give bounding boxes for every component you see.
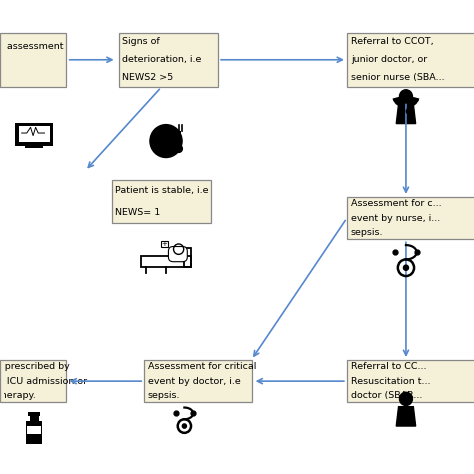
FancyBboxPatch shape: [144, 360, 253, 402]
Text: Resuscitation t...: Resuscitation t...: [351, 377, 430, 386]
Text: Patient is stable, i.e: Patient is stable, i.e: [115, 186, 209, 195]
FancyBboxPatch shape: [19, 126, 50, 142]
Bar: [184, 248, 191, 267]
Text: e assessment: e assessment: [0, 42, 63, 51]
Text: sepsis.: sepsis.: [351, 228, 383, 237]
Circle shape: [400, 392, 412, 405]
Text: Referral to CCOT,: Referral to CCOT,: [351, 37, 433, 46]
Bar: [27, 426, 42, 434]
FancyBboxPatch shape: [168, 246, 187, 262]
Circle shape: [403, 265, 409, 270]
Circle shape: [400, 90, 412, 103]
Bar: [161, 241, 168, 246]
Text: sepsis.: sepsis.: [148, 391, 180, 400]
Bar: [32, 143, 36, 146]
Circle shape: [150, 125, 182, 157]
Text: e ICU admission or: e ICU admission or: [0, 377, 87, 386]
Text: e: e: [0, 69, 3, 78]
Circle shape: [182, 424, 186, 428]
Bar: [28, 412, 40, 417]
Text: therapy.: therapy.: [0, 391, 36, 400]
Text: deterioration, i.e: deterioration, i.e: [122, 55, 201, 64]
Polygon shape: [396, 104, 416, 124]
Text: Assessment for c...: Assessment for c...: [351, 200, 441, 209]
Bar: [26, 146, 43, 148]
Text: Signs of: Signs of: [122, 37, 160, 46]
Text: NEWS= 1: NEWS= 1: [115, 208, 161, 217]
FancyBboxPatch shape: [347, 33, 474, 87]
Text: event by doctor, i.e: event by doctor, i.e: [148, 377, 240, 386]
Text: junior doctor, or: junior doctor, or: [351, 55, 427, 64]
Text: senior nurse (SBA...: senior nurse (SBA...: [351, 73, 445, 82]
FancyBboxPatch shape: [347, 197, 474, 239]
Text: +: +: [162, 241, 168, 246]
FancyBboxPatch shape: [26, 421, 43, 444]
Bar: [140, 255, 191, 267]
FancyBboxPatch shape: [15, 123, 54, 146]
Text: doctor (SBAR...: doctor (SBAR...: [351, 391, 422, 400]
FancyBboxPatch shape: [112, 180, 211, 223]
Polygon shape: [396, 407, 416, 426]
Text: Assessment for critical: Assessment for critical: [148, 363, 256, 372]
Circle shape: [175, 145, 182, 153]
Bar: [30, 416, 39, 421]
FancyBboxPatch shape: [0, 360, 65, 402]
Bar: [177, 131, 181, 148]
Text: event by nurse, i...: event by nurse, i...: [351, 214, 440, 223]
Text: Referral to CC...: Referral to CC...: [351, 363, 426, 372]
FancyBboxPatch shape: [118, 33, 218, 87]
Text: NEWS2 >5: NEWS2 >5: [122, 73, 173, 82]
Text: t prescribed by: t prescribed by: [0, 363, 69, 372]
FancyBboxPatch shape: [347, 360, 474, 402]
FancyBboxPatch shape: [0, 33, 65, 87]
